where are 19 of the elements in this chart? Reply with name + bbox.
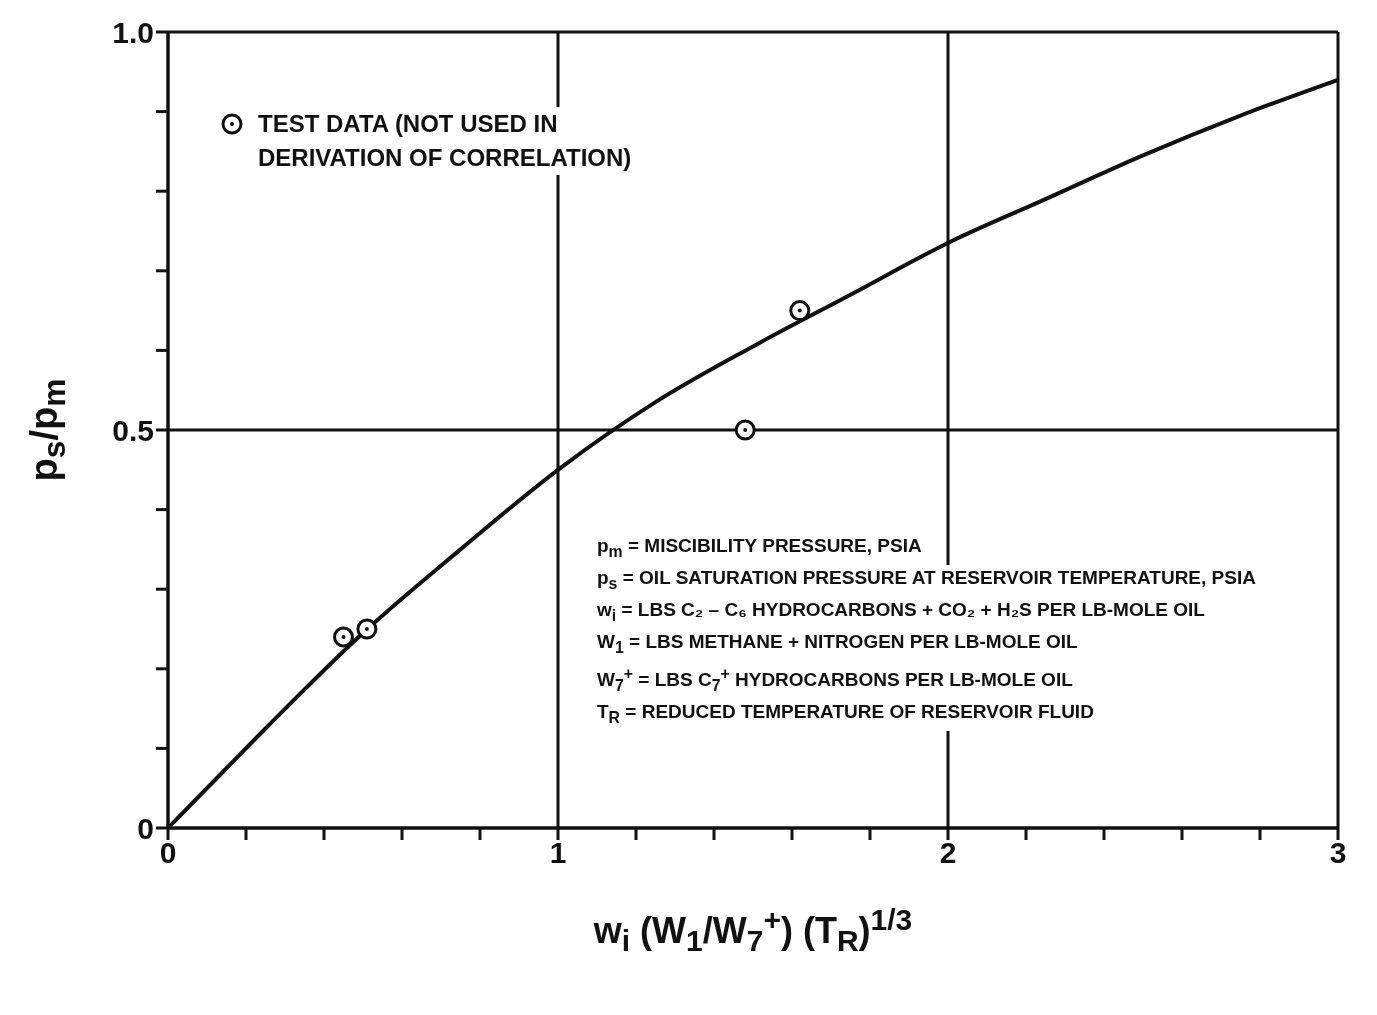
x-tick-label: 2 <box>939 836 957 870</box>
x-tick-label: 0 <box>159 836 177 870</box>
annotation: p$_{s}$ = OIL SATURATION PRESSURE AT RESERVOIR TEMPERATURE, PSIA <box>597 565 1256 598</box>
point <box>734 419 756 441</box>
annotation: W$_{1}$ = LBS METHANE + NITROGEN PER LB-MOLE OIL <box>597 628 1078 661</box>
annotation: w$_{i}$ = LBS C₂ – C₆ HYDROCARBONS + CO₂ + H₂S PER LB-MOLE OIL <box>597 597 1205 629</box>
annotation: p$_{m}$ = MISCIBILITY PRESSURE, PSIA <box>597 533 922 566</box>
y-tick-label: 1.0 <box>112 15 154 49</box>
legend-label: TEST DATA (NOT USED IN DERIVATION OF CORRELATION) <box>258 107 658 175</box>
text: w$_{i}$ (W$_{1}$/W$_{7}$$^{+}$) (T$_{R}$)$^{1/3}$ <box>593 903 913 958</box>
annotation: W$_{7}$$^{+}$ = LBS C$_{7}$$^{+}$ HYDROCARBONS PER LB-MOLE OIL <box>597 660 1073 699</box>
annotation: T$_{R}$ = REDUCED TEMPERATURE OF RESERVOIR FLUID <box>597 698 1094 731</box>
point <box>333 626 354 648</box>
point <box>356 618 378 640</box>
point <box>789 300 811 322</box>
y-tick-label: 0 <box>137 811 154 845</box>
x-tick-label: 1 <box>549 836 567 870</box>
x-tick-label: 3 <box>1329 836 1347 870</box>
y-tick-label: 0.5 <box>112 413 154 447</box>
